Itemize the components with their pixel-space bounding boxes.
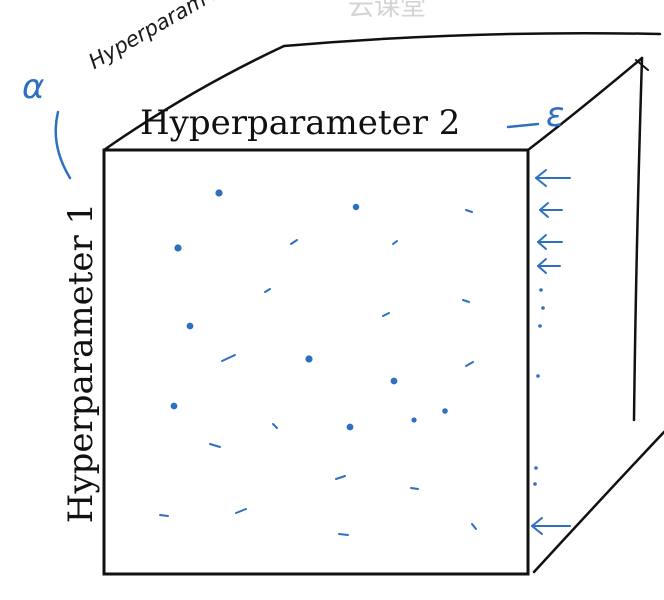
- arrow-5: [531, 517, 571, 535]
- sample-point: [338, 533, 349, 536]
- sample-point: [174, 244, 182, 252]
- alpha-annotation: α: [22, 67, 45, 107]
- hyperparameter-2-label: Hyperparameter 2: [140, 103, 461, 143]
- side-dot: [534, 466, 538, 470]
- watermark-logo: 云课堂: [348, 0, 427, 22]
- arrow-1: [535, 169, 571, 187]
- side-dot: [533, 482, 537, 486]
- sample-point: [170, 402, 178, 410]
- side-dots: [533, 288, 545, 486]
- sample-points: [159, 189, 477, 536]
- sample-point: [392, 240, 398, 245]
- sample-point: [465, 361, 474, 367]
- sample-point: [410, 487, 419, 490]
- sample-point: [290, 239, 298, 245]
- side-dot: [541, 306, 545, 310]
- cube-top-left-edge: [102, 44, 286, 152]
- cube-back-right-edge: [632, 56, 644, 422]
- cube-top-back-tick: [635, 59, 649, 71]
- sample-point: [221, 354, 236, 362]
- sample-point: [462, 299, 470, 303]
- sample-point: [305, 355, 313, 363]
- cube-top-right-edge: [526, 56, 644, 152]
- sample-point: [411, 417, 417, 423]
- sample-point: [235, 508, 247, 514]
- sample-point: [215, 189, 223, 197]
- epsilon-axis-stroke: [506, 122, 540, 129]
- sample-point: [390, 377, 398, 385]
- arrow-4: [537, 258, 561, 274]
- sample-point: [159, 514, 169, 517]
- arrow-3: [537, 234, 563, 250]
- sample-point: [186, 322, 194, 330]
- sample-point: [335, 475, 346, 480]
- cube-top-back-edge: [282, 31, 662, 48]
- epsilon-annotation: ε: [546, 95, 565, 135]
- sample-point: [272, 423, 278, 429]
- sample-point: [264, 288, 271, 293]
- sample-point: [346, 423, 354, 431]
- sample-point: [442, 408, 448, 414]
- sample-point: [465, 209, 473, 213]
- side-dot: [539, 288, 543, 292]
- side-dot: [536, 374, 540, 378]
- sample-point: [352, 203, 360, 211]
- hyperparameter-1-label: Hyperparameter 1: [61, 202, 101, 524]
- cube-front-face: [102, 148, 530, 576]
- sample-point: [209, 443, 221, 448]
- side-dot: [538, 324, 542, 328]
- sample-point: [471, 523, 477, 530]
- sample-point: [382, 312, 390, 317]
- arrow-2: [539, 202, 563, 218]
- cube-bottom-right-edge: [532, 430, 664, 574]
- alpha-axis-stroke: [54, 110, 72, 180]
